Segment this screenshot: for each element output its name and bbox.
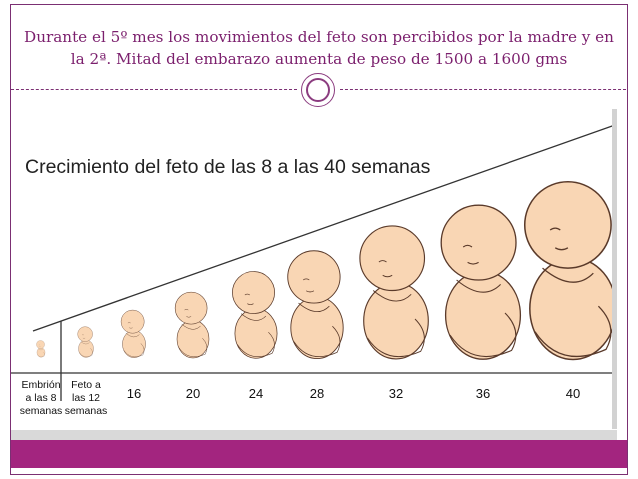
fetus-body [176,320,210,359]
fetus-eye [244,293,250,296]
fetus-leg [367,318,425,358]
fetus-leg [449,312,517,358]
fetus-leg [79,348,93,358]
fetus-head [440,204,517,281]
fetus-stage-12 [77,326,94,358]
fetus-body [36,347,46,358]
fetus-stage-8 [36,340,46,358]
fetus-eye [184,309,189,311]
title-divider-right [340,89,626,90]
fetus-head [523,180,612,269]
fetus-leg [178,338,208,358]
fetus-stage-36 [440,204,522,360]
figure-title: Crecimiento del feto de las 8 a las 40 s… [25,156,431,178]
week-label-28: 28 [310,386,324,401]
fetus-head [36,340,45,349]
stage-label-12-line-1: Feto a [71,379,101,391]
fetus-arm [542,267,594,283]
week-label-40: 40 [566,386,580,401]
fetus-arm [240,313,267,321]
fetus-stage-28 [287,250,344,360]
fetus-stage-20 [174,291,210,359]
slide-title-box: Durante el 5º mes los movimientos del fe… [11,10,627,86]
week-label-20: 20 [186,386,200,401]
fetus-mouth [554,247,569,251]
stage-label-8-line-1: Embrión [21,379,60,391]
stage-label-8-line-2: a las 8 [26,392,57,404]
fetus-body [290,296,344,360]
fetus-leg [293,325,341,358]
stage-label-8-line-3: semanas [20,405,63,417]
fetus-mouth [382,274,393,278]
fetal-growth-figure: Crecimiento del feto de las 8 a las 40 s… [11,109,617,429]
fetus-mouth [467,261,479,265]
fetus-stage-32 [359,225,429,360]
stage-label-12-line-2: las 12 [72,392,100,404]
week-label-16: 16 [127,386,141,401]
fetus-head [287,250,341,304]
fetus-stage-40 [523,180,617,361]
fetus-arm [38,348,43,350]
circle-ornament-inner [306,78,330,102]
fetus-body [529,257,617,361]
week-label-24: 24 [249,386,263,401]
week-label-36: 36 [476,386,490,401]
fetus-stage-24 [232,271,278,359]
stage-label-12-line-3: semanas [65,405,108,417]
figure-bottom-band [11,430,617,440]
fetus-mouth [186,316,192,318]
fetus-eye [378,260,387,263]
fetus-head [120,309,145,334]
fetus-eye [549,227,561,231]
fetus-eye [302,278,310,281]
fetus-mouth [247,303,254,305]
fetus-body [444,270,522,360]
fetus-head [232,271,275,314]
fetus-head [359,225,426,292]
fetus-eye [127,322,131,324]
fetus-body [122,330,146,358]
fetus-arm [125,333,140,338]
fetus-stage-16 [120,309,146,358]
fetus-body [363,282,429,360]
week-label-32: 32 [389,386,403,401]
figure-right-shadow [612,109,617,429]
fetus-head [174,291,208,325]
fetus-body [78,339,94,358]
growth-diagonal-line [32,124,616,332]
fetus-arm [80,341,90,345]
fetus-leg [123,343,145,358]
fetus-body [234,308,278,359]
fetus-arm [372,290,412,302]
fetus-arm [456,279,501,293]
footer-bar [11,440,627,468]
circle-ornament-icon [301,73,335,107]
fetus-leg [237,331,275,358]
fetus-leg [534,305,612,357]
slide-title: Durante el 5º mes los movimientos del fe… [24,28,614,68]
fetus-mouth [306,290,315,293]
fetus-arm [298,302,330,312]
fetus-mouth [129,327,133,329]
fetus-head [77,326,93,342]
fetus-arm [181,323,201,330]
fetus-leg [37,352,45,358]
fetus-eye [462,244,473,248]
title-divider-left [11,89,297,90]
fetal-growth-illustration: Crecimiento del feto de las 8 a las 40 s… [11,124,617,417]
